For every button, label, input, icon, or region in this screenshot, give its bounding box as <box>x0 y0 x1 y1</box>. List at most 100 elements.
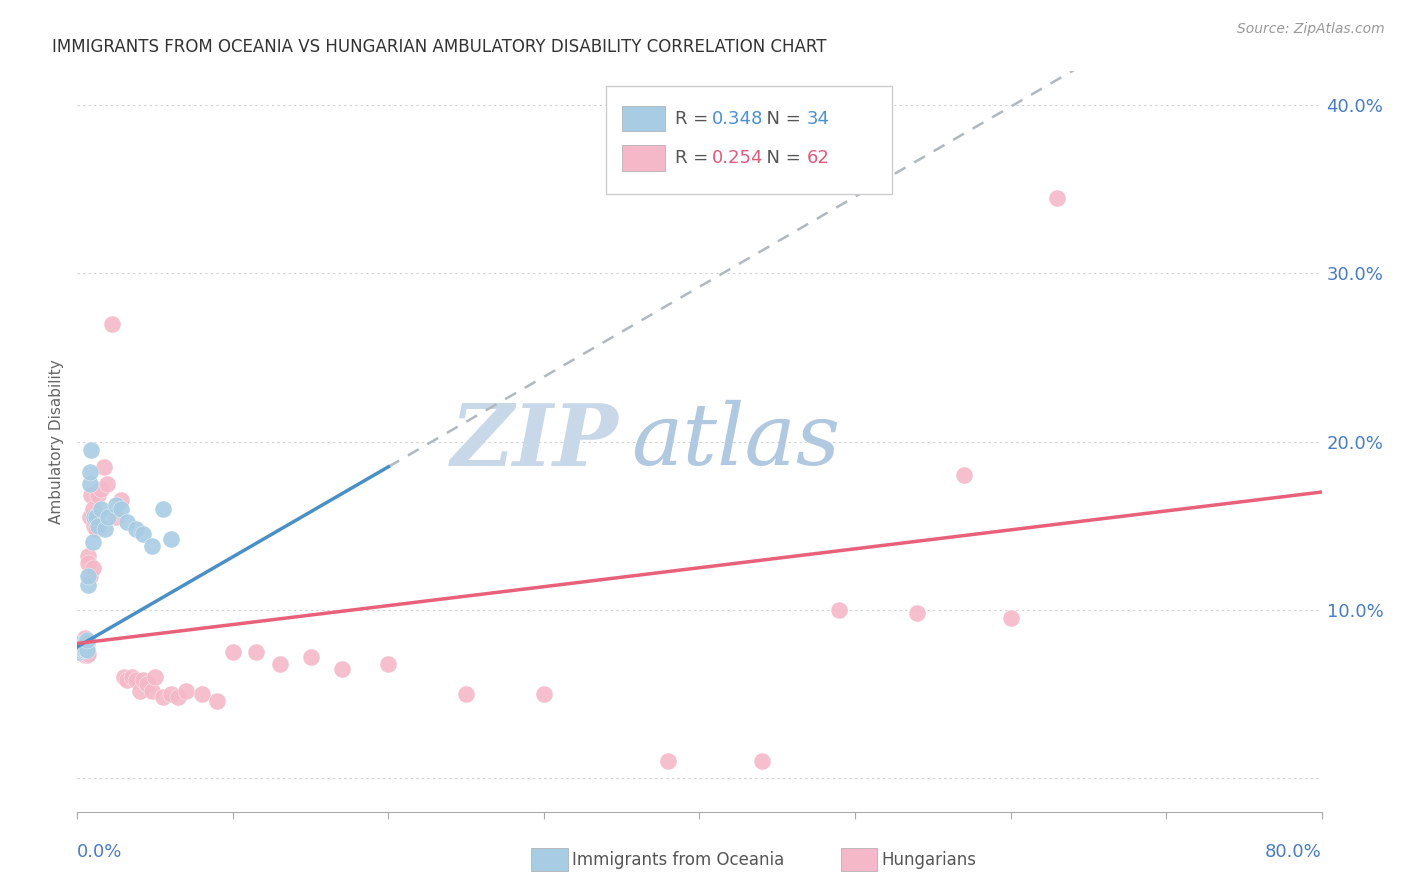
Text: Immigrants from Oceania: Immigrants from Oceania <box>572 851 785 869</box>
Point <box>94 522 117 536</box>
Text: ZIP: ZIP <box>451 400 619 483</box>
FancyBboxPatch shape <box>623 145 665 170</box>
Text: Source: ZipAtlas.com: Source: ZipAtlas.com <box>1237 22 1385 37</box>
Point <box>96 476 118 491</box>
Point <box>456 687 478 701</box>
Point <box>76 648 98 663</box>
FancyBboxPatch shape <box>623 106 665 131</box>
Point <box>69 640 91 654</box>
Point <box>751 754 773 768</box>
Point <box>84 510 107 524</box>
Point <box>100 317 122 331</box>
Point <box>79 510 101 524</box>
Point <box>110 501 132 516</box>
Point <box>77 577 100 591</box>
Point <box>76 641 98 656</box>
Point <box>77 556 100 570</box>
Point <box>70 643 93 657</box>
Point <box>76 633 98 648</box>
Point <box>75 648 97 663</box>
Point <box>75 645 97 659</box>
Point <box>269 657 291 671</box>
Text: 0.254: 0.254 <box>711 149 763 167</box>
Point <box>72 643 94 657</box>
Point <box>1000 611 1022 625</box>
Text: 0.0%: 0.0% <box>77 843 122 861</box>
Point <box>299 649 322 664</box>
Point <box>82 535 104 549</box>
Point <box>330 662 353 676</box>
Point <box>70 641 93 656</box>
Point <box>76 636 98 650</box>
Point <box>131 673 153 688</box>
Point <box>77 647 100 661</box>
Text: atlas: atlas <box>631 401 841 483</box>
Point <box>79 465 101 479</box>
Point <box>67 641 90 656</box>
Point <box>70 638 93 652</box>
Point <box>72 640 94 654</box>
Point <box>69 638 91 652</box>
Point <box>75 632 97 646</box>
Text: R =: R = <box>675 149 714 167</box>
Point <box>67 645 90 659</box>
Point <box>105 510 128 524</box>
Point <box>121 670 143 684</box>
Point <box>115 673 138 688</box>
Point <box>533 687 555 701</box>
Point <box>152 501 174 516</box>
Point <box>80 442 103 457</box>
Point <box>112 670 135 684</box>
Y-axis label: Ambulatory Disability: Ambulatory Disability <box>49 359 65 524</box>
Point <box>152 690 174 705</box>
Point <box>136 677 159 691</box>
Point <box>131 527 153 541</box>
Point <box>75 634 97 648</box>
Point <box>115 516 138 530</box>
Point <box>105 499 128 513</box>
Point <box>75 638 97 652</box>
Point <box>75 638 97 652</box>
Point <box>82 560 104 574</box>
Point <box>93 459 115 474</box>
Point <box>69 645 91 659</box>
Point <box>75 641 97 656</box>
Point <box>953 468 976 483</box>
Text: N =: N = <box>755 149 807 167</box>
Text: R =: R = <box>675 110 714 128</box>
Point <box>86 518 108 533</box>
Point <box>125 673 148 688</box>
Point <box>828 603 851 617</box>
Text: IMMIGRANTS FROM OCEANIA VS HUNGARIAN AMBULATORY DISABILITY CORRELATION CHART: IMMIGRANTS FROM OCEANIA VS HUNGARIAN AMB… <box>52 38 827 56</box>
Point <box>72 640 94 654</box>
Point <box>77 549 100 563</box>
Point <box>76 643 98 657</box>
Point <box>83 518 105 533</box>
Point <box>377 657 399 671</box>
Point <box>84 522 107 536</box>
Point <box>69 643 91 657</box>
Point <box>77 569 100 583</box>
Point <box>207 694 229 708</box>
Point <box>141 539 163 553</box>
Point <box>657 754 679 768</box>
Point <box>79 476 101 491</box>
Point <box>70 636 93 650</box>
Point <box>905 606 928 620</box>
Point <box>86 488 108 502</box>
Point <box>125 522 148 536</box>
Point <box>83 510 105 524</box>
Point <box>97 510 120 524</box>
Point <box>90 501 112 516</box>
Point <box>1046 190 1069 204</box>
Point <box>190 687 214 701</box>
Point <box>82 501 104 516</box>
Point <box>128 683 150 698</box>
Text: 62: 62 <box>807 149 830 167</box>
Point <box>79 569 101 583</box>
Point <box>222 645 245 659</box>
Text: 34: 34 <box>807 110 830 128</box>
Text: 80.0%: 80.0% <box>1265 843 1322 861</box>
Point <box>72 647 94 661</box>
Point <box>80 488 103 502</box>
